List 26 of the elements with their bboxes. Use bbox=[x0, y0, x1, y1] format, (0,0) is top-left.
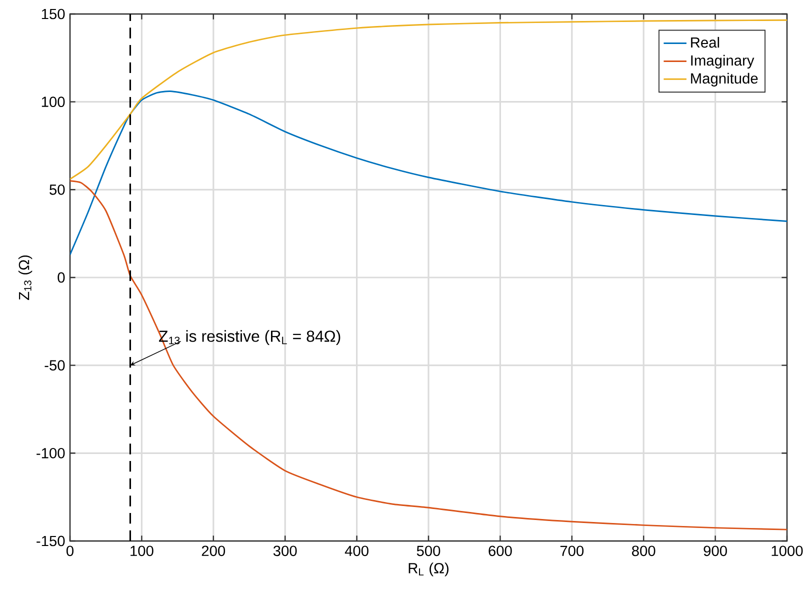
x-tick-label: 900 bbox=[704, 546, 727, 556]
legend-label: Magnitude bbox=[691, 72, 758, 87]
x-tick-label: 500 bbox=[416, 546, 440, 556]
y-tick-label: -50 bbox=[44, 360, 65, 371]
y-tick-label: 100 bbox=[42, 96, 65, 108]
y-tick-label: 0 bbox=[58, 272, 65, 283]
x-tick-label: 800 bbox=[632, 546, 656, 556]
y-tick-label: -150 bbox=[36, 536, 65, 546]
x-tick-label: 700 bbox=[560, 546, 584, 556]
line-series bbox=[70, 19, 787, 180]
line-series bbox=[70, 180, 787, 530]
y-tick-label: -100 bbox=[36, 448, 65, 458]
x-axis-title: R$_{L}$ (Ω) bbox=[408, 562, 448, 576]
x-tick-label: 100 bbox=[130, 546, 154, 556]
x-tick-label: 300 bbox=[273, 546, 297, 556]
x-tick-label: 600 bbox=[488, 546, 512, 556]
legend-label: Real bbox=[691, 36, 720, 48]
line-series bbox=[70, 90, 787, 256]
legend-label: Imaginary bbox=[691, 54, 754, 69]
y-tick-label: 50 bbox=[50, 184, 65, 195]
y-axis-title: Z$_{13}$ (Ω) bbox=[18, 255, 32, 300]
x-tick-label: 200 bbox=[202, 546, 226, 556]
x-tick-label: 1000 bbox=[772, 546, 803, 556]
x-tick-label: 400 bbox=[344, 546, 368, 556]
x-tick-label: 0 bbox=[66, 546, 74, 556]
y-tick-label: 150 bbox=[42, 8, 65, 20]
